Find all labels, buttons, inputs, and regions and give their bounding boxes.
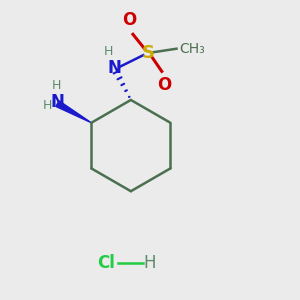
Text: N: N [50,93,64,111]
Text: H: H [144,254,156,272]
Text: N: N [108,58,122,76]
Text: S: S [142,44,155,62]
Text: CH₃: CH₃ [179,42,205,56]
Text: H: H [51,80,61,92]
Polygon shape [56,101,91,123]
Text: H: H [43,99,52,112]
Text: O: O [122,11,136,29]
Text: O: O [158,76,172,94]
Text: H: H [104,45,113,58]
Text: Cl: Cl [97,254,115,272]
